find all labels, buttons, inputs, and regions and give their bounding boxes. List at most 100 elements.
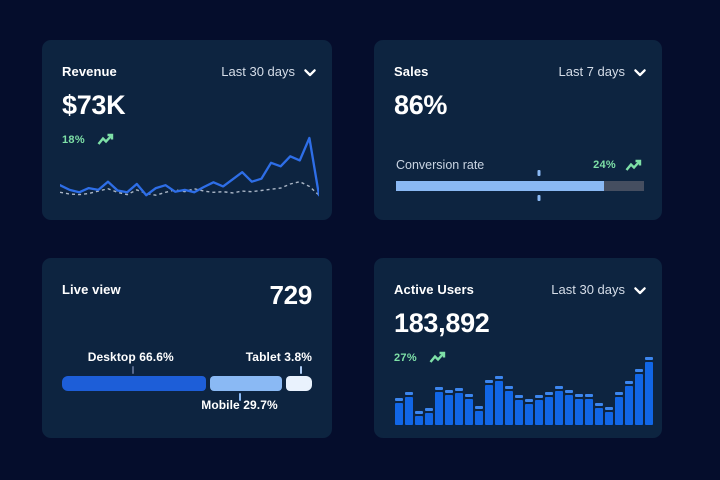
stacked-bar-label-mobile: Mobile 29.7% bbox=[201, 398, 278, 412]
active-users-value: 183,892 bbox=[394, 308, 490, 338]
bar-cap bbox=[505, 385, 513, 389]
active-users-card-title: Active Users bbox=[394, 282, 474, 297]
bar bbox=[595, 403, 603, 425]
revenue-card-title: Revenue bbox=[62, 64, 117, 79]
revenue-delta-value: 18% bbox=[62, 133, 85, 146]
bar-body bbox=[545, 397, 553, 425]
bar-cap bbox=[615, 392, 623, 396]
revenue-value: $73K bbox=[62, 90, 126, 120]
live-view-value: 729 bbox=[269, 280, 313, 310]
label-connector-mobile bbox=[238, 393, 241, 401]
conversion-rate-label: Conversion rate bbox=[396, 158, 485, 172]
bar-body bbox=[515, 400, 523, 425]
trending-up-icon bbox=[625, 159, 642, 172]
trending-up-icon bbox=[97, 133, 114, 146]
label-connector-tablet bbox=[299, 366, 302, 374]
bar-body bbox=[495, 381, 503, 425]
bar bbox=[625, 381, 633, 425]
bar bbox=[445, 389, 453, 425]
sales-range-selector[interactable]: Last 7 days bbox=[559, 64, 647, 79]
live-view-card: Live view 729 Desktop 66.6% Mobile 29.7% T… bbox=[42, 258, 332, 438]
bar-body bbox=[435, 391, 443, 425]
active-users-range-selector[interactable]: Last 30 days bbox=[551, 282, 646, 297]
bar-body bbox=[445, 394, 453, 425]
bar bbox=[425, 408, 433, 425]
conversion-rate-row: Conversion rate 24% bbox=[396, 158, 642, 172]
progress-marker-tick bbox=[537, 195, 541, 201]
sales-card: Sales Last 7 days 86% Conversion rate 24… bbox=[374, 40, 662, 220]
bar-body bbox=[555, 390, 563, 425]
bar bbox=[615, 392, 623, 425]
bar-body bbox=[455, 393, 463, 425]
stacked-bar-segment-tablet bbox=[286, 376, 312, 391]
chevron-down-icon bbox=[304, 68, 316, 77]
device-breakdown-chart: Desktop 66.6% Mobile 29.7% Tablet 3.8% bbox=[62, 350, 312, 412]
bar bbox=[475, 405, 483, 425]
conversion-progress-track bbox=[396, 181, 644, 191]
bar bbox=[465, 393, 473, 425]
bar-body bbox=[585, 398, 593, 425]
bar-body bbox=[465, 398, 473, 425]
bar-cap bbox=[515, 395, 523, 399]
revenue-delta-row: 18% bbox=[62, 133, 114, 146]
stacked-bar-segment-mobile bbox=[209, 376, 283, 391]
bar bbox=[495, 376, 503, 425]
active-users-range-label: Last 30 days bbox=[551, 282, 625, 297]
bar-body bbox=[415, 416, 423, 425]
bar bbox=[415, 411, 423, 425]
bar-cap bbox=[495, 376, 503, 380]
bar bbox=[435, 386, 443, 425]
bar-cap bbox=[605, 407, 613, 411]
bar-cap bbox=[525, 399, 533, 403]
active-users-card: Active Users Last 30 days 183,892 27% bbox=[374, 258, 662, 438]
stacked-bar-segment-desktop bbox=[62, 376, 206, 391]
sales-delta-value: 24% bbox=[593, 159, 616, 171]
bar-cap bbox=[435, 386, 443, 390]
live-view-card-title: Live view bbox=[62, 282, 121, 297]
bar bbox=[585, 393, 593, 425]
progress-fill bbox=[396, 181, 605, 191]
bar-body bbox=[395, 402, 403, 425]
chevron-down-icon bbox=[634, 286, 646, 295]
bar-cap bbox=[575, 393, 583, 397]
revenue-range-label: Last 30 days bbox=[221, 64, 295, 79]
bar-cap bbox=[585, 393, 593, 397]
active-users-delta-row: 27% bbox=[394, 351, 446, 364]
stacked-bar-label-desktop: Desktop 66.6% bbox=[87, 350, 174, 364]
bar-cap bbox=[445, 389, 453, 393]
bar bbox=[485, 380, 493, 425]
chevron-down-icon bbox=[634, 68, 646, 77]
bar bbox=[405, 392, 413, 425]
bar-body bbox=[525, 404, 533, 425]
live-view-card-header: Live view bbox=[62, 282, 316, 297]
active-users-delta-value: 27% bbox=[394, 351, 417, 364]
bar-cap bbox=[475, 405, 483, 409]
bar-body bbox=[405, 397, 413, 425]
bar-body bbox=[505, 390, 513, 425]
active-users-bar-chart bbox=[395, 357, 653, 425]
bar bbox=[545, 392, 553, 425]
bar-cap bbox=[625, 381, 633, 385]
bar-cap bbox=[565, 389, 573, 393]
stacked-bar bbox=[62, 376, 312, 391]
sales-card-header: Sales Last 7 days bbox=[394, 64, 646, 79]
revenue-line-chart bbox=[60, 134, 319, 200]
bar bbox=[565, 389, 573, 425]
bar-body bbox=[565, 394, 573, 425]
bar-cap bbox=[395, 397, 403, 401]
bar bbox=[555, 385, 563, 425]
bar-body bbox=[635, 374, 643, 425]
bar-cap bbox=[595, 403, 603, 407]
bar-cap bbox=[465, 393, 473, 397]
revenue-card-header: Revenue Last 30 days bbox=[62, 64, 316, 79]
bar-cap bbox=[645, 357, 653, 360]
current-period-line bbox=[60, 136, 319, 197]
bar bbox=[525, 399, 533, 425]
revenue-range-selector[interactable]: Last 30 days bbox=[221, 64, 316, 79]
trending-up-icon bbox=[429, 351, 446, 364]
bar bbox=[605, 407, 613, 425]
bar bbox=[645, 357, 653, 425]
revenue-card: Revenue Last 30 days $73K 18% bbox=[42, 40, 332, 220]
bar-cap bbox=[635, 369, 643, 373]
